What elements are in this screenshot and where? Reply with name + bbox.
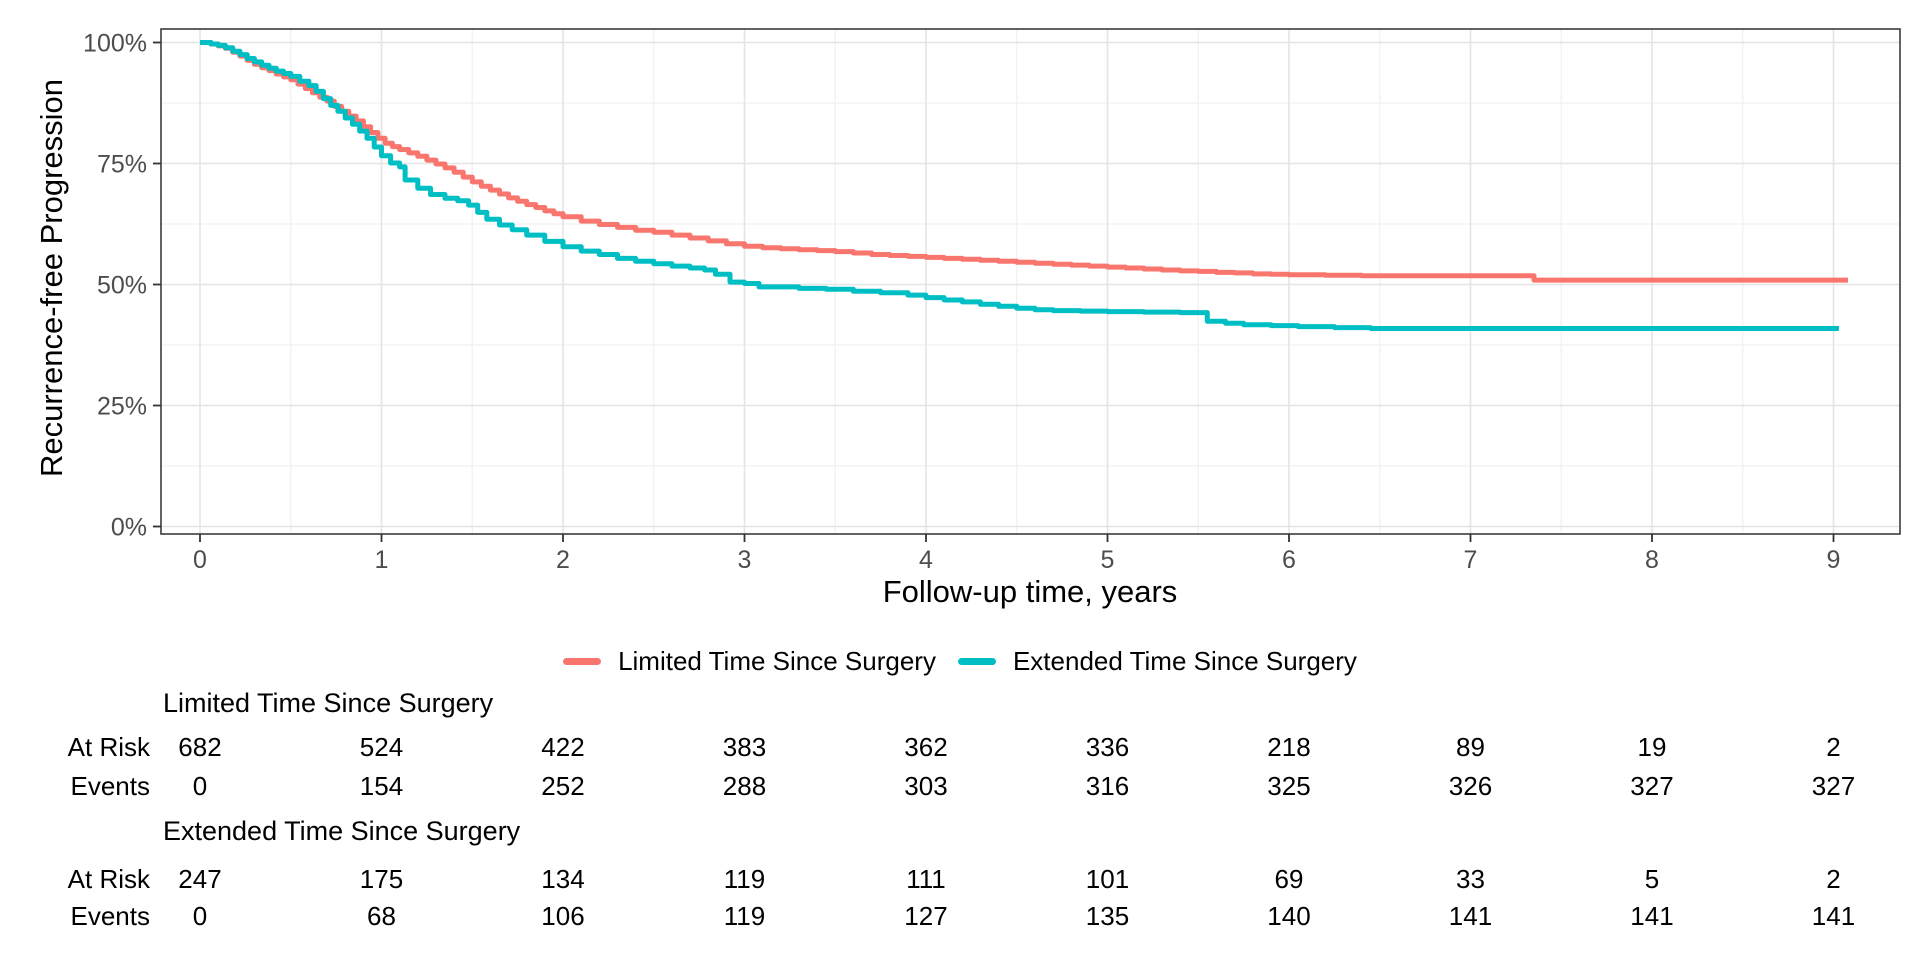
risk-table-value: 336 [1085,732,1130,762]
risk-table-value: 106 [541,901,585,931]
risk-table-value: 101 [1085,864,1130,894]
y-axis-title: Recurrence-free Progression [34,78,69,478]
risk-table-group2-title: Extended Time Since Surgery [163,816,521,846]
risk-table-group1-events-row: Events 0 154 252 288 303 316 325 326 327 327 [0,771,1920,803]
risk-table-value: 682 [178,732,222,762]
x-tick-label: 2 [556,546,570,574]
risk-table-value: 383 [722,732,767,762]
risk-table-value: 140 [1267,901,1311,931]
risk-table-value: 135 [1085,901,1130,931]
risk-table-value: 33 [1456,864,1485,894]
risk-table-value: 2 [1826,864,1841,894]
risk-table-group2-header: Extended Time Since Surgery [0,816,1920,848]
risk-table-value: 141 [1448,901,1493,931]
legend-swatch-limited-icon [563,657,602,665]
risk-table-group1-header: Limited Time Since Surgery [0,688,1920,720]
risk-table-value: 2 [1826,732,1841,762]
survival-curve-extended [200,40,1839,331]
risk-table-value: 175 [359,864,404,894]
risk-table-value: 119 [723,901,766,931]
legend-label-limited: Limited Time Since Surgery [618,645,936,676]
risk-table-value: 68 [367,901,396,931]
at-risk-row-label: At Risk [67,732,150,762]
x-axis-title: Follow-up time, years [882,574,1178,609]
x-tick-label: 3 [738,546,752,574]
x-tick-label: 0 [193,546,207,574]
x-tick-label: 6 [1282,546,1296,574]
x-tick-label: 4 [919,546,933,574]
events-row-label: Events [70,901,151,931]
y-tick-label: 50% [97,272,147,300]
risk-table-value: 0 [192,771,208,801]
x-tick-label: 1 [375,546,389,574]
risk-table-value: 141 [1811,901,1856,931]
survival-plot-canvas: 0 1 2 3 4 5 6 7 8 9 0% 25% 50% 75% 100% [83,28,1901,574]
risk-table-value: 288 [722,771,767,801]
legend-swatch-extended-icon [957,657,996,665]
y-tick-label: 75% [97,151,147,179]
risk-table-value: 141 [1630,901,1674,931]
risk-table-value: 524 [359,732,404,762]
risk-table-group2-atrisk-row: At Risk 247 175 134 119 111 101 69 33 5 2 [0,864,1920,896]
risk-table-value: 119 [723,864,766,894]
risk-table-value: 327 [1630,771,1674,801]
survival-curve-limited [200,40,1848,283]
y-tick-label: 100% [83,30,147,58]
x-tick-label: 5 [1101,546,1115,574]
risk-table-value: 247 [178,864,222,894]
x-tick-label: 7 [1464,546,1478,574]
risk-table-value: 5 [1644,864,1660,894]
risk-table-value: 154 [359,771,404,801]
legend-item-extended: Extended Time Since Surgery [957,645,1357,677]
risk-table-value: 69 [1274,864,1304,894]
risk-table-value: 0 [192,901,208,931]
y-tick-label: 25% [97,393,147,421]
risk-table-value: 89 [1456,732,1485,762]
risk-table-value: 303 [904,771,948,801]
risk-table-group2-events-row: Events 0 68 106 119 127 135 140 141 141 141 [0,901,1920,933]
panel-border [160,28,1901,535]
risk-table-value: 325 [1267,771,1311,801]
risk-table-value: 422 [541,732,585,762]
legend-item-limited: Limited Time Since Surgery [563,646,936,677]
y-tick-label: 0% [111,514,147,542]
risk-table-group1-title: Limited Time Since Surgery [163,688,494,718]
risk-table-value: 316 [1085,771,1130,801]
risk-table-value: 326 [1448,771,1493,801]
at-risk-row-label: At Risk [67,864,150,894]
x-tick-label: 9 [1827,546,1841,574]
risk-table-value: 111 [906,864,946,894]
risk-table-value: 134 [541,864,585,894]
risk-table-value: 362 [904,732,948,762]
risk-table-value: 327 [1811,771,1856,801]
legend: Limited Time Since Surgery Extended Time… [0,645,1920,677]
events-row-label: Events [70,771,151,801]
legend-label-extended: Extended Time Since Surgery [1012,645,1357,676]
risk-table-group1-atrisk-row: At Risk 682 524 422 383 362 336 218 89 19 2 [0,732,1920,764]
risk-table-value: 252 [541,771,585,801]
x-tick-label: 8 [1645,546,1659,574]
risk-table-value: 127 [904,901,948,931]
risk-table-value: 19 [1637,732,1667,762]
risk-table-value: 218 [1267,732,1311,762]
